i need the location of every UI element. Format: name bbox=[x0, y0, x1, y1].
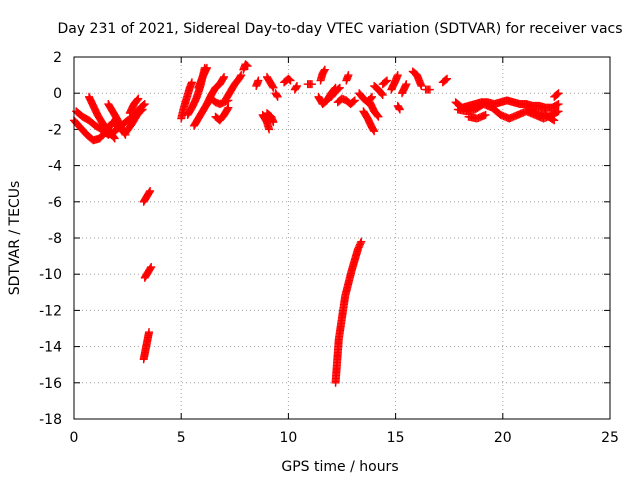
y-axis-label: SDTVAR / TECUs bbox=[7, 181, 23, 296]
data-point bbox=[393, 71, 402, 80]
data-point bbox=[550, 116, 559, 125]
data-point bbox=[120, 129, 129, 138]
data-point bbox=[441, 75, 450, 84]
y-tick-label: -6 bbox=[48, 195, 62, 211]
data-point bbox=[285, 75, 294, 84]
data-point bbox=[425, 85, 434, 94]
y-tick-label: -16 bbox=[39, 376, 62, 392]
data-point bbox=[121, 130, 130, 139]
data-point bbox=[254, 76, 263, 85]
data-point bbox=[292, 83, 301, 92]
data-point bbox=[147, 262, 156, 271]
y-tick-label: -2 bbox=[48, 122, 62, 138]
data-point bbox=[395, 104, 404, 113]
y-tick-label: -8 bbox=[48, 231, 62, 247]
data-point bbox=[286, 76, 295, 85]
x-axis-label: GPS time / hours bbox=[281, 459, 398, 475]
data-point bbox=[269, 118, 278, 127]
data-point bbox=[377, 89, 386, 98]
plot-frame bbox=[73, 56, 611, 420]
data-point bbox=[243, 62, 252, 71]
data-point bbox=[320, 66, 329, 75]
x-tick-label: 20 bbox=[494, 430, 512, 446]
data-point bbox=[369, 126, 378, 135]
data-point bbox=[370, 127, 379, 136]
data-point bbox=[219, 74, 228, 83]
data-point bbox=[307, 80, 316, 89]
data-point bbox=[373, 111, 382, 120]
data-point bbox=[146, 264, 155, 273]
data-series-sdtvar bbox=[70, 60, 563, 387]
data-point bbox=[554, 89, 563, 98]
data-point bbox=[139, 100, 148, 109]
data-point bbox=[224, 103, 233, 112]
data-point bbox=[272, 91, 281, 100]
data-point bbox=[378, 91, 387, 100]
data-point bbox=[334, 84, 343, 93]
data-point bbox=[350, 96, 359, 105]
chart-title: Day 231 of 2021, Sidereal Day-to-day VTE… bbox=[57, 21, 622, 37]
data-point bbox=[110, 134, 119, 143]
data-point bbox=[269, 83, 278, 92]
data-point bbox=[344, 71, 353, 80]
y-tick-labels: -18 -16 -14 -12 -10 -8 -6 -4 -2 0 2 bbox=[39, 50, 62, 428]
x-tick-label: 10 bbox=[279, 430, 297, 446]
y-tick-label: 0 bbox=[53, 86, 62, 102]
data-point bbox=[145, 328, 154, 337]
x-tick-label: 5 bbox=[177, 430, 186, 446]
data-point bbox=[481, 110, 490, 119]
data-point bbox=[357, 237, 366, 246]
data-point bbox=[554, 107, 563, 116]
data-point bbox=[265, 125, 274, 134]
data-point bbox=[292, 81, 301, 90]
axis-ticks bbox=[73, 56, 611, 420]
y-tick-label: -4 bbox=[48, 159, 62, 175]
data-point bbox=[145, 188, 154, 197]
data-point bbox=[109, 133, 118, 142]
data-point bbox=[134, 94, 143, 103]
y-tick-label: -12 bbox=[39, 303, 62, 319]
data-point bbox=[268, 82, 277, 91]
x-tick-labels: 0 5 10 15 20 25 bbox=[70, 430, 619, 446]
data-point bbox=[223, 104, 232, 113]
y-tick-label: 2 bbox=[53, 50, 62, 66]
data-point bbox=[335, 83, 344, 92]
data-point bbox=[368, 92, 377, 101]
data-point bbox=[549, 115, 558, 124]
data-point bbox=[236, 72, 245, 81]
x-tick-label: 15 bbox=[387, 430, 405, 446]
data-point bbox=[417, 81, 426, 90]
data-point bbox=[443, 74, 452, 83]
data-point bbox=[553, 100, 562, 109]
data-point bbox=[381, 77, 390, 86]
data-point bbox=[395, 105, 404, 114]
data-point bbox=[237, 71, 246, 80]
x-tick-label: 0 bbox=[70, 430, 79, 446]
data-point bbox=[140, 100, 149, 109]
y-tick-label: -10 bbox=[39, 267, 62, 283]
data-point bbox=[133, 95, 142, 104]
data-point bbox=[374, 112, 383, 121]
data-point bbox=[273, 92, 282, 101]
data-point bbox=[200, 63, 209, 72]
data-point bbox=[146, 186, 155, 195]
data-point bbox=[553, 90, 562, 99]
data-point bbox=[220, 72, 229, 81]
data-point bbox=[320, 65, 329, 74]
data-point bbox=[349, 97, 358, 106]
data-point bbox=[242, 61, 251, 70]
data-point bbox=[554, 100, 563, 109]
x-tick-label: 25 bbox=[601, 430, 619, 446]
data-point bbox=[187, 78, 196, 87]
data-point bbox=[402, 80, 411, 89]
y-tick-label: -18 bbox=[39, 412, 62, 428]
y-tick-label: -14 bbox=[39, 340, 62, 356]
data-point bbox=[383, 76, 392, 85]
data-point bbox=[553, 108, 562, 117]
